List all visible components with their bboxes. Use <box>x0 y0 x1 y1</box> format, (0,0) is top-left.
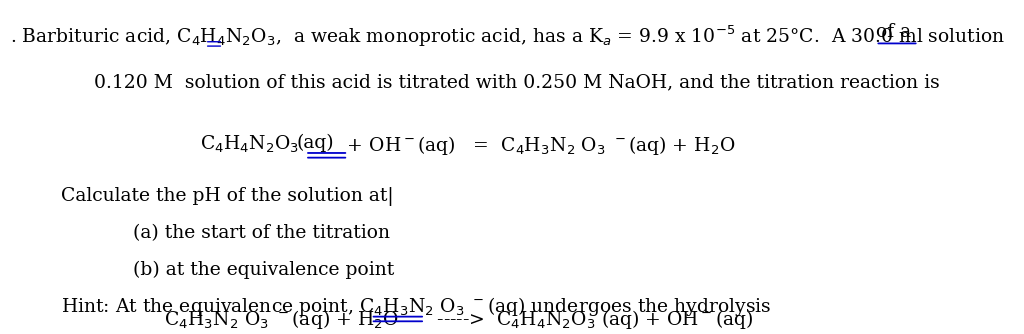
Text: ----->  C$_4$H$_4$N$_2$O$_3$ (aq) + OH$^-$(aq): -----> C$_4$H$_4$N$_2$O$_3$ (aq) + OH$^-… <box>425 308 754 331</box>
Text: of a: of a <box>876 23 910 41</box>
Text: 0.120 M  solution of this acid is titrated with 0.250 M NaOH, and the titration : 0.120 M solution of this acid is titrate… <box>94 73 940 92</box>
Text: (aq): (aq) <box>297 134 335 152</box>
Text: + OH$^-$(aq)   =  C$_4$H$_3$N$_2$ O$_3$ $^-$(aq) + H$_2$O: + OH$^-$(aq) = C$_4$H$_3$N$_2$ O$_3$ $^-… <box>341 134 735 157</box>
Text: Hint: At the equivalence point, C$_4$H$_3$N$_2$ O$_3$ $^-$(aq) undergoes the hyd: Hint: At the equivalence point, C$_4$H$_… <box>61 295 772 318</box>
Text: . Barbituric acid, C$_4$H$_4$N$_2$O$_{3}$,  a weak monoprotic acid, has a K$_a$ : . Barbituric acid, C$_4$H$_4$N$_2$O$_{3}… <box>10 23 1006 49</box>
Text: Calculate the pH of the solution at|: Calculate the pH of the solution at| <box>61 187 394 206</box>
Text: C$_4$H$_4$N$_2$O$_3$: C$_4$H$_4$N$_2$O$_3$ <box>200 134 299 155</box>
Text: (a) the start of the titration: (a) the start of the titration <box>133 224 390 242</box>
Text: (b) at the equivalence point: (b) at the equivalence point <box>133 261 394 279</box>
Text: C$_4$H$_3$N$_2$ O$_3$ $^-$(aq) + H$_2$O: C$_4$H$_3$N$_2$ O$_3$ $^-$(aq) + H$_2$O <box>164 308 398 331</box>
